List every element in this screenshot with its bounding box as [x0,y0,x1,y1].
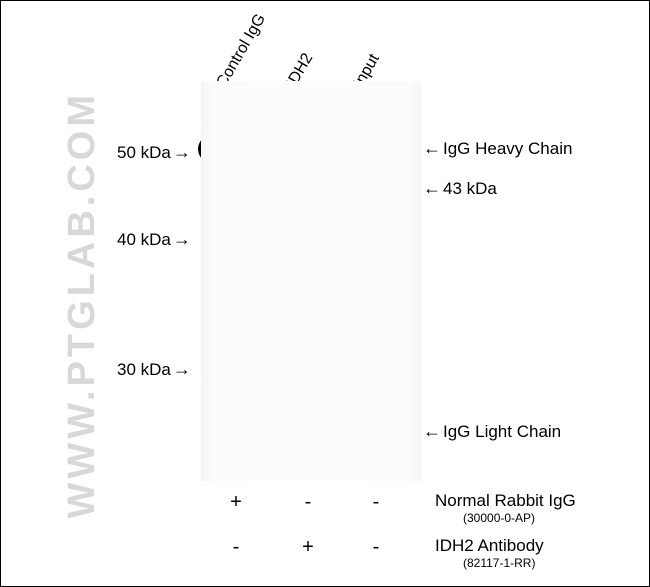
mark-row1-lane3: - [366,491,386,514]
mark-row2-lane2: + [298,536,318,559]
row-label-normal-igg: Normal Rabbit IgG [435,491,576,511]
mw-label-30: 30 kDa [117,359,191,380]
row-label-idh2-ab: IDH2 Antibody [435,536,544,556]
mw-label-40: 40 kDa [117,229,191,250]
label-43kda: 43 kDa [423,178,497,199]
mark-row2-lane3: - [366,536,386,559]
mark-row2-lane1: - [226,536,246,559]
lane-label-control-igg: Control IgG [213,11,269,91]
mark-row1-lane1: + [226,491,246,514]
mw-label-50: 50 kDa [117,142,191,163]
label-heavy-chain: IgG Heavy Chain [423,138,572,159]
row-sub-idh2-ab: (82117-1-RR) [463,556,535,570]
figure-container: WWW.PTGLAB.COM Control IgG IDH2 Input 50… [0,0,650,587]
mark-row1-lane2: - [298,491,318,514]
row-sub-normal-igg: (30000-0-AP) [463,511,535,525]
blot-membrane [201,81,421,481]
label-light-chain: IgG Light Chain [423,421,561,442]
watermark-text: WWW.PTGLAB.COM [61,91,104,518]
